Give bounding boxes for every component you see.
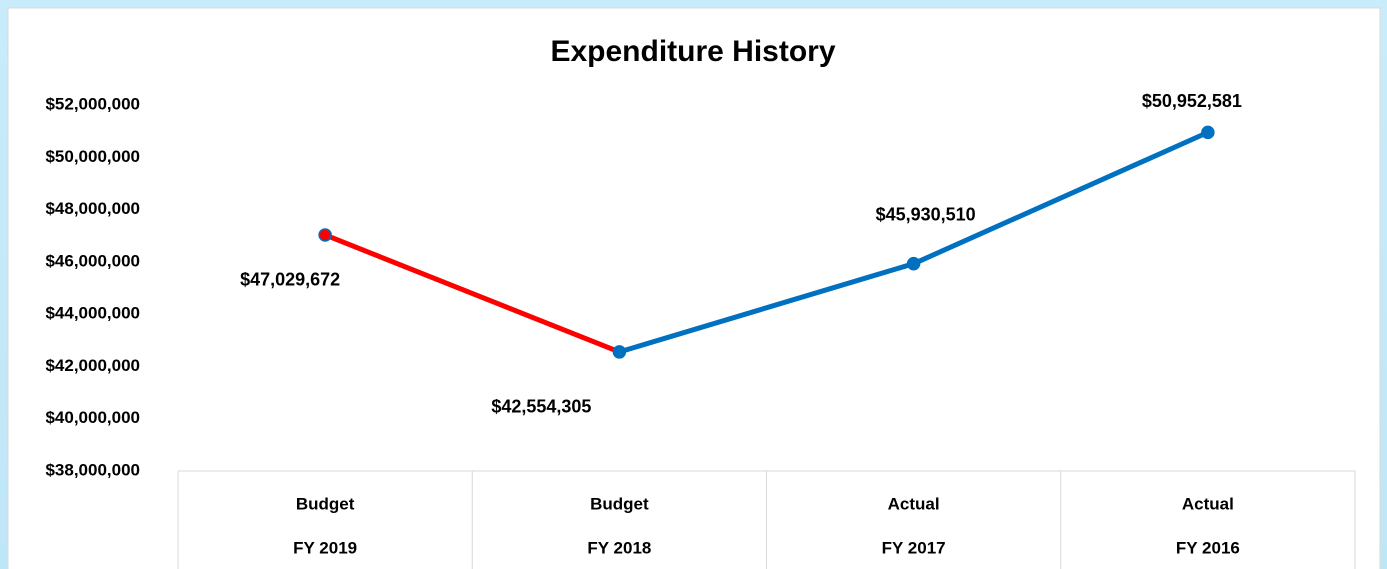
point-marker <box>612 345 627 359</box>
line-segment <box>911 129 1211 267</box>
y-tick-label: $40,000,000 <box>45 408 140 427</box>
x-tick-label: FY 2017 <box>882 538 946 557</box>
x-tick-label: FY 2016 <box>1176 538 1240 557</box>
y-tick-label: $44,000,000 <box>45 304 140 323</box>
y-tick-label: $48,000,000 <box>45 199 140 218</box>
point-marker <box>318 228 332 242</box>
point-marker <box>1201 125 1215 140</box>
line-segment <box>616 261 917 355</box>
y-tick-label: $50,000,000 <box>45 147 140 166</box>
point-marker <box>906 256 921 271</box>
chart-title: Expenditure History <box>550 35 835 68</box>
x-tick-label: FY 2018 <box>587 538 651 557</box>
data-label: $50,952,581 <box>1142 91 1242 111</box>
y-tick-label: $38,000,000 <box>45 460 140 479</box>
data-label: $47,029,672 <box>240 270 340 290</box>
x-tick-label: FY 2019 <box>293 538 357 557</box>
x-tick-label: Budget <box>590 494 649 513</box>
x-tick-label: Actual <box>1182 494 1234 513</box>
data-label: $42,554,305 <box>491 397 591 417</box>
y-tick-label: $46,000,000 <box>45 251 140 270</box>
x-tick-label: Budget <box>296 494 355 513</box>
line-segment <box>322 232 622 355</box>
x-tick-label: Actual <box>888 494 940 513</box>
chart-panel <box>7 7 1381 569</box>
y-tick-label: $52,000,000 <box>45 94 140 113</box>
y-tick-label: $42,000,000 <box>45 356 140 375</box>
data-label: $45,930,510 <box>876 204 976 224</box>
